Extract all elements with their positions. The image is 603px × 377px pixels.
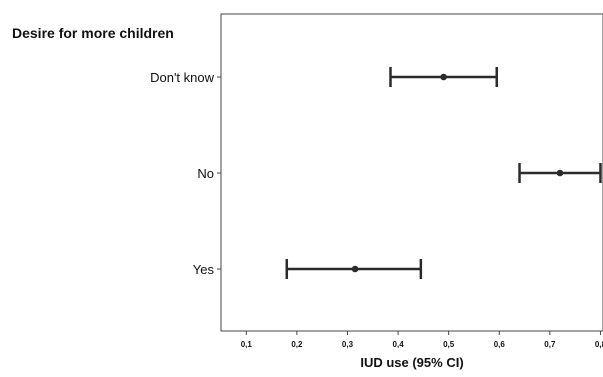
category-label: No xyxy=(197,166,214,181)
x-axis-ticks: 0,1 0,2 0,3 0,4 0,5 0,6 0,7 0,8 xyxy=(241,331,603,349)
point-estimate xyxy=(440,73,447,81)
category-axis: Don't know No Yes xyxy=(150,70,221,277)
category-label: Yes xyxy=(193,262,215,277)
point-estimate xyxy=(351,265,359,273)
estimates-group xyxy=(285,67,602,279)
x-tick-label: 0,7 xyxy=(544,340,556,349)
x-tick-label: 0,6 xyxy=(494,340,506,349)
point-estimate xyxy=(556,169,564,177)
x-tick-label: 0,5 xyxy=(443,340,455,349)
x-tick-label: 0,2 xyxy=(291,340,303,349)
x-tick-label: 0,1 xyxy=(241,340,253,349)
chart-title: Desire for more children xyxy=(12,25,174,41)
x-tick-label: 0,8 xyxy=(595,340,603,349)
x-tick-label: 0,3 xyxy=(342,340,354,349)
category-label: Don't know xyxy=(150,70,215,85)
x-tick-label: 0,4 xyxy=(393,340,405,349)
x-axis-label: IUD use (95% CI) xyxy=(360,355,463,370)
